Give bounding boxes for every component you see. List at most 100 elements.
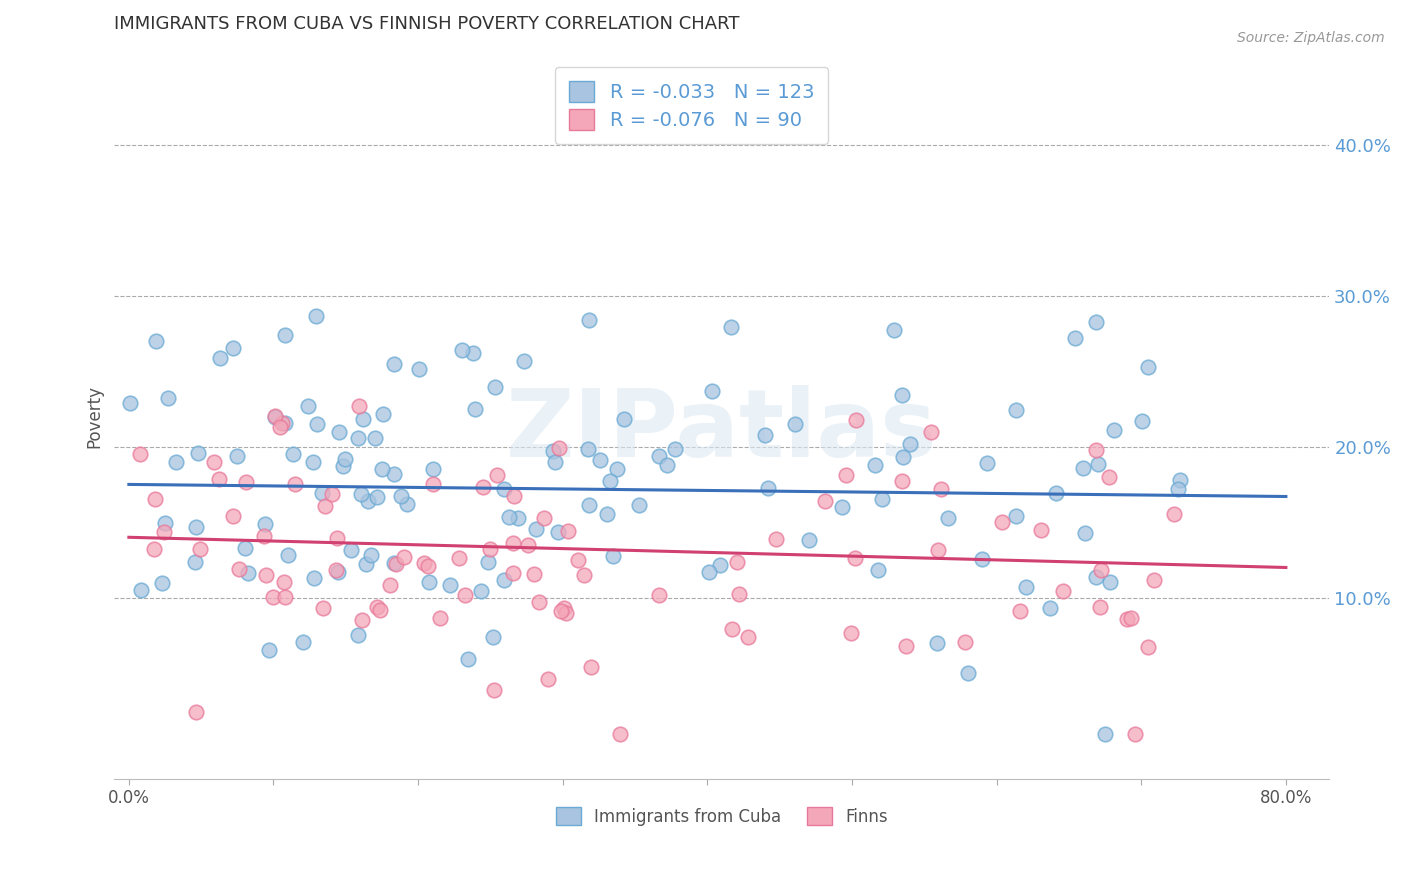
Point [970,552,993,566]
Point [1099,575,1122,590]
Point [697,565,720,579]
Point [920,425,942,439]
Point [1031,524,1053,538]
Point [328,425,350,440]
Point [512,354,534,368]
Point [477,555,499,569]
Point [844,551,866,566]
Point [131,583,153,598]
Point [360,548,382,562]
Point [150,575,173,590]
Point [352,412,374,426]
Point [311,485,333,500]
Point [1052,584,1074,599]
Point [524,522,547,536]
Point [578,313,600,327]
Point [709,558,731,572]
Point [461,345,484,359]
Point [145,334,167,349]
Point [537,672,560,686]
Point [1136,640,1159,655]
Point [1005,403,1028,417]
Point [1090,599,1112,614]
Point [422,477,444,491]
Point [890,475,912,489]
Point [576,442,599,456]
Point [366,491,388,505]
Point [725,555,748,569]
Point [700,384,723,399]
Point [202,455,225,469]
Point [184,555,207,569]
Point [737,630,759,644]
Point [647,449,669,463]
Point [354,558,377,572]
Point [550,604,572,618]
Point [325,531,347,545]
Point [235,475,257,490]
Point [187,446,209,460]
Point [868,563,890,577]
Point [209,351,232,366]
Point [1115,612,1137,626]
Point [890,388,912,402]
Point [533,510,555,524]
Point [257,643,280,657]
Point [506,510,529,524]
Point [839,626,862,640]
Point [492,574,515,588]
Point [413,556,436,570]
Point [1084,569,1107,583]
Point [1167,482,1189,496]
Point [765,532,787,546]
Point [664,442,686,457]
Point [1010,604,1032,618]
Point [976,456,998,470]
Point [283,476,305,491]
Point [720,319,742,334]
Point [312,601,335,615]
Point [1005,509,1028,524]
Point [347,399,370,413]
Point [471,480,494,494]
Point [727,587,749,601]
Point [991,515,1014,529]
Point [368,603,391,617]
Point [754,428,776,442]
Point [547,524,569,539]
Point [274,416,297,430]
Point [350,487,373,501]
Point [314,499,336,513]
Point [326,565,349,579]
Point [1137,359,1160,374]
Point [557,524,579,538]
Point [547,441,569,455]
Point [395,497,418,511]
Point [845,413,868,427]
Point [291,635,314,649]
Point [797,533,820,548]
Legend: Immigrants from Cuba, Finns: Immigrants from Cuba, Finns [546,797,897,836]
Point [221,341,243,355]
Point [756,481,779,495]
Point [1104,423,1126,437]
Point [273,574,295,589]
Point [457,652,479,666]
Point [1085,442,1108,457]
Point [357,494,380,508]
Point [1143,573,1166,587]
Point [118,396,141,410]
Point [155,516,177,530]
Point [835,468,858,483]
Y-axis label: Poverty: Poverty [86,385,103,448]
Point [408,361,430,376]
Point [254,567,277,582]
Point [657,458,679,472]
Point [302,571,325,585]
Point [1087,457,1109,471]
Point [228,561,250,575]
Point [142,542,165,557]
Point [485,467,508,482]
Point [380,578,402,592]
Point [422,462,444,476]
